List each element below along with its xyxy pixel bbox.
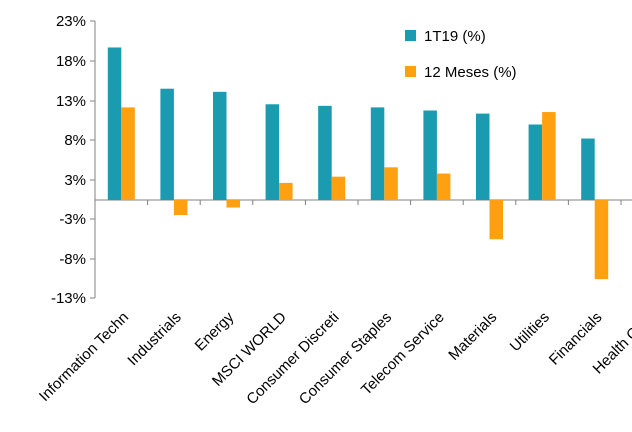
bar-12meses-9 [594, 200, 609, 280]
category-label: Information Techn [36, 309, 132, 405]
y-tick-label: 13% [56, 93, 86, 110]
bar-12meses-0 [121, 107, 135, 200]
bar-12meses-1 [173, 200, 188, 216]
y-tick-label: -13% [51, 290, 86, 307]
y-tick-label: 8% [64, 132, 86, 149]
bar-12meses-5 [384, 167, 398, 200]
category-label: Consumer Discreti [243, 309, 342, 408]
y-tick-label: -8% [59, 251, 86, 268]
bar-1t19-2 [213, 91, 227, 200]
bar-1t19-9 [581, 138, 595, 200]
y-tick-label: 23% [56, 13, 86, 30]
bar-12meses-7 [489, 200, 503, 240]
y-tick-label: 3% [64, 172, 86, 189]
legend-swatch [405, 66, 416, 77]
legend: 1T19 (%) 12 Meses (%) [405, 28, 517, 81]
bar-12meses-8 [542, 112, 556, 200]
category-label: Materials [445, 309, 500, 364]
bars [107, 47, 609, 280]
bar-12meses-4 [331, 176, 346, 200]
bar-12meses-2 [226, 200, 240, 208]
y-tick-label: -3% [59, 211, 86, 228]
legend-label: 1T19 (%) [424, 28, 486, 45]
y-axis: 23% 18% 13% 8% 3% -3% -8% -13% [51, 13, 96, 307]
category-label: Consumer Staples [296, 309, 395, 408]
bar-1t19-6 [423, 110, 437, 200]
bar-1t19-8 [528, 124, 543, 200]
category-label: Energy [192, 308, 238, 354]
bar-1t19-3 [265, 104, 280, 200]
y-tick-label: 18% [56, 53, 86, 70]
bar-12meses-6 [436, 173, 451, 200]
bar-12meses-3 [279, 182, 293, 200]
bar-1t19-4 [318, 105, 332, 200]
bar-1t19-5 [370, 107, 385, 200]
bar-1t19-1 [160, 88, 174, 200]
bar-1t19-7 [476, 113, 490, 200]
legend-label: 12 Meses (%) [424, 64, 517, 81]
bar-1t19-0 [107, 47, 122, 200]
category-label: Industrials [124, 309, 184, 369]
category-label: Utilities [507, 309, 553, 355]
legend-swatch [405, 30, 416, 41]
